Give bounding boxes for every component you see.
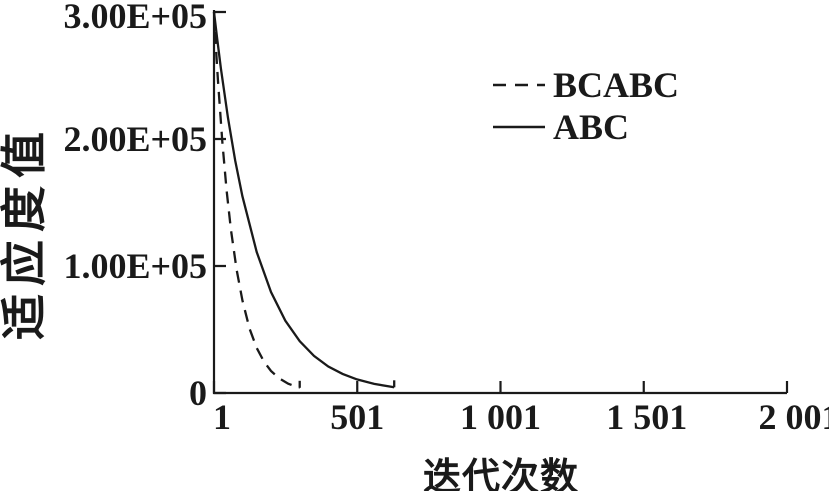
- y-tick-label-0: 0: [189, 373, 207, 413]
- legend: BCABC ABC: [491, 64, 679, 148]
- legend-entry-bcabc: BCABC: [491, 64, 679, 106]
- x-tick-label-1: 1: [213, 397, 231, 437]
- abc-curve: [212, 11, 395, 389]
- legend-entry-abc: ABC: [491, 106, 679, 148]
- x-tick-label-501: 501: [330, 397, 385, 437]
- y-axis-title: 适应度值: [0, 124, 50, 340]
- legend-label-abc: ABC: [553, 107, 630, 147]
- x-axis-title: 迭代次数: [422, 457, 579, 491]
- legend-label-bcabc: BCABC: [553, 65, 680, 105]
- bcabc-curve: [212, 11, 301, 389]
- dashed-line-sample: [493, 83, 545, 87]
- solid-line-sample: [493, 125, 545, 129]
- y-tick-label-100000: 1.00E+05: [63, 246, 207, 286]
- y-tick-label-300000: 3.00E+05: [63, 0, 207, 36]
- y-tick-label-200000: 2.00E+05: [63, 119, 207, 159]
- x-tick-label-1501: 1 501: [606, 397, 688, 437]
- x-tick-label-2001: 2 001: [758, 397, 829, 437]
- x-tick-label-1001: 1 001: [460, 397, 541, 437]
- axis-ticks: [212, 10, 789, 395]
